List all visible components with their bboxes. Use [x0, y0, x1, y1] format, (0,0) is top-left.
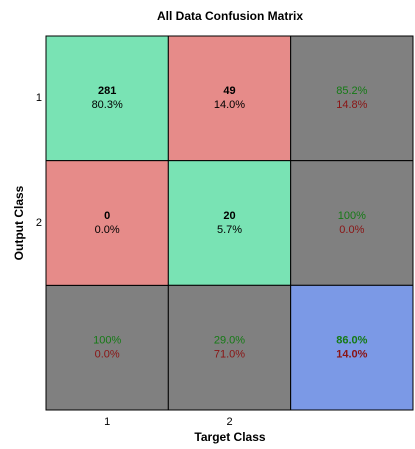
x-tick-label: 2: [226, 416, 232, 428]
chart-title: All Data Confusion Matrix: [157, 9, 303, 23]
overall-correct: 86.0%: [336, 335, 367, 347]
row-correct: 100%: [338, 210, 366, 222]
matrix-cell: [290, 284, 414, 411]
x-axis-label: Target Class: [194, 430, 265, 444]
col-correct: 100%: [93, 335, 121, 347]
cell-count: 281: [98, 85, 116, 97]
col-correct: 29.0%: [214, 335, 245, 347]
matrix-cell: [167, 284, 292, 411]
y-tick-label: 2: [36, 217, 42, 229]
col-error: 0.0%: [95, 349, 120, 361]
y-axis-label: Output Class: [12, 185, 26, 260]
x-tick-label: 1: [104, 416, 110, 428]
cell-count: 20: [223, 210, 235, 222]
matrix-cell: [290, 35, 414, 162]
row-error: 14.8%: [336, 99, 367, 111]
overall-error: 14.0%: [336, 349, 367, 361]
matrix-cell: [45, 35, 169, 162]
col-error: 71.0%: [214, 349, 245, 361]
cell-count: 0: [104, 210, 110, 222]
matrix-cell: [45, 284, 169, 411]
matrix-cell: [167, 35, 292, 162]
matrix-cell: [45, 160, 169, 286]
row-correct: 85.2%: [336, 85, 367, 97]
cell-percent: 0.0%: [95, 224, 120, 236]
y-tick-label: 1: [36, 92, 42, 104]
row-error: 0.0%: [339, 224, 364, 236]
cell-count: 49: [223, 85, 235, 97]
cell-percent: 14.0%: [214, 99, 245, 111]
matrix-cell: [167, 160, 292, 286]
cell-percent: 5.7%: [217, 224, 242, 236]
cell-percent: 80.3%: [92, 99, 123, 111]
